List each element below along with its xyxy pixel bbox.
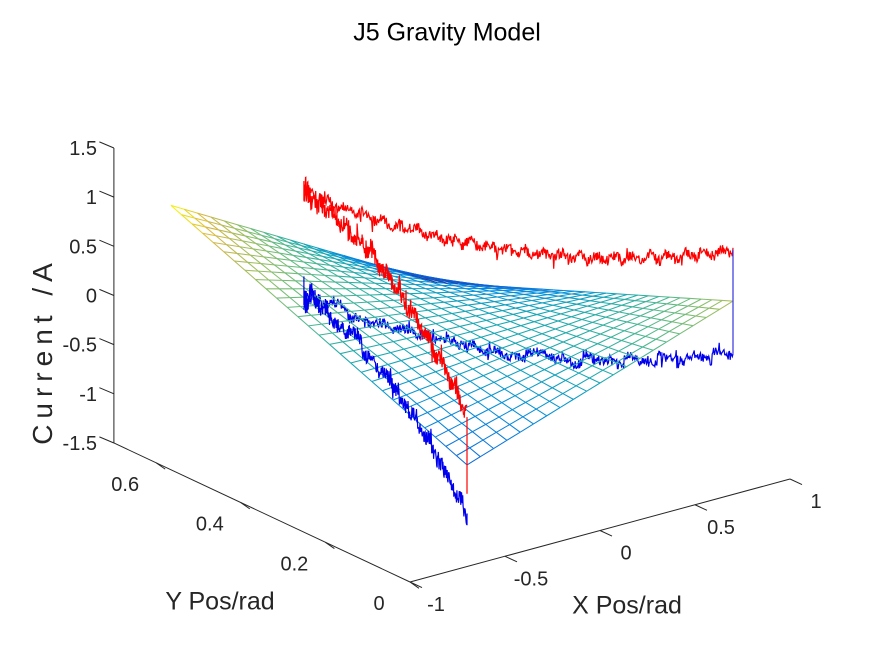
z-axis-label: Current /A [27,257,58,445]
y-tick-label: 0.2 [280,553,308,575]
x-axis-label: X Pos/rad [572,591,682,620]
chart-title: J5 Gravity Model [353,18,541,47]
y-axis-line [113,442,411,583]
y-tick-label: 0.6 [111,474,139,496]
y-tick-label: 0.4 [196,514,224,536]
axes: -1 -0.5 0 0.5 1 0 0.2 0.4 0.6 -1.5 -1 -0.5 0 0.5 1 1.5 [63,138,822,616]
z-tick-label: -1.5 [63,433,97,455]
trajectory-forward [303,176,734,494]
trajectory-reverse-behind-surface [303,289,640,370]
z-tick-label: -0.5 [63,335,97,357]
z-tick-label: 1 [86,187,97,209]
red-current-band [303,176,468,418]
blue-current-band [638,342,734,369]
x-tick-label: -0.5 [514,568,548,590]
z-tick-label: 1.5 [69,138,97,160]
z-tick-label: -1 [79,384,97,406]
blue-current-band [303,289,640,370]
x-tick-label: 0 [620,543,631,565]
trajectory-reverse [303,276,734,526]
y-tick-label: 0 [373,593,384,615]
x-tick-label: 0.5 [707,517,735,539]
blue-current-band [303,283,468,525]
x-tick-label: -1 [427,594,445,616]
z-tick-label: 0.5 [69,236,97,258]
x-tick-label: 1 [810,491,821,513]
z-tick-label: 0 [86,285,97,307]
red-current-band [303,184,734,269]
y-axis-label: Y Pos/rad [165,587,275,616]
